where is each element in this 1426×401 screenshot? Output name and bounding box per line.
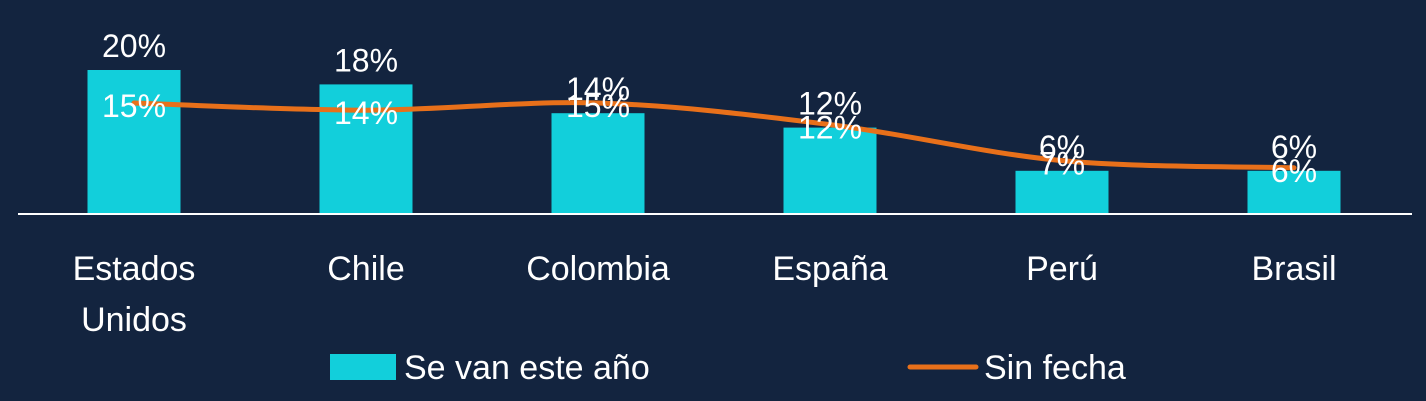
line-data-label: 15% [566, 88, 630, 124]
legend-label-line: Sin fecha [984, 349, 1126, 387]
bar [551, 113, 645, 214]
x-tick-label-line: Perú [1026, 250, 1098, 288]
line-data-label: 12% [798, 110, 862, 146]
line-data-label: 7% [1039, 146, 1085, 182]
bar-data-label: 12% [798, 86, 862, 122]
x-tick-label: España [772, 250, 887, 288]
bar-data-label: 20% [102, 28, 166, 64]
bar-data-label: 14% [566, 71, 630, 107]
line-series-sin-fecha [131, 100, 1297, 171]
legend: Se van este año Sin fecha [330, 349, 1126, 387]
bar [319, 84, 413, 215]
x-tick-label-line: Chile [327, 250, 404, 288]
x-tick-label-line: Unidos [81, 301, 187, 339]
bar-data-label: 6% [1271, 129, 1317, 165]
x-tick-label: Chile [327, 250, 404, 288]
x-tick-label: Perú [1026, 250, 1098, 288]
x-tick-label-line: España [772, 250, 887, 288]
x-tick-label: Colombia [526, 250, 670, 288]
x-tick-label-line: Colombia [526, 250, 670, 288]
legend-label-bar: Se van este año [404, 349, 650, 387]
bar-data-label: 18% [334, 42, 398, 78]
x-tick-label: Estados Unidos [73, 250, 196, 339]
line-data-label: 14% [334, 95, 398, 131]
x-tick-label: Brasil [1251, 250, 1336, 288]
line-data-label: 15% [102, 88, 166, 124]
bar [1015, 170, 1109, 214]
bar-data-label: 6% [1039, 129, 1085, 165]
bar [87, 70, 181, 214]
bar [783, 127, 877, 214]
legend-swatch-bar [330, 354, 396, 380]
bar-data-labels: 20% 18% 14% 12% 6% 6% [102, 28, 1317, 165]
x-tick-labels: Estados Unidos Chile Colombia España Perú Bras… [73, 250, 1337, 339]
x-tick-label-line: Brasil [1251, 250, 1336, 288]
bar [1247, 170, 1341, 214]
line-data-labels: 15% 14% 15%12%7% 6% [102, 88, 1317, 189]
x-tick-label-line: Estados [73, 250, 196, 288]
bar-series [87, 70, 1341, 215]
line-data-label: 6% [1271, 153, 1317, 189]
